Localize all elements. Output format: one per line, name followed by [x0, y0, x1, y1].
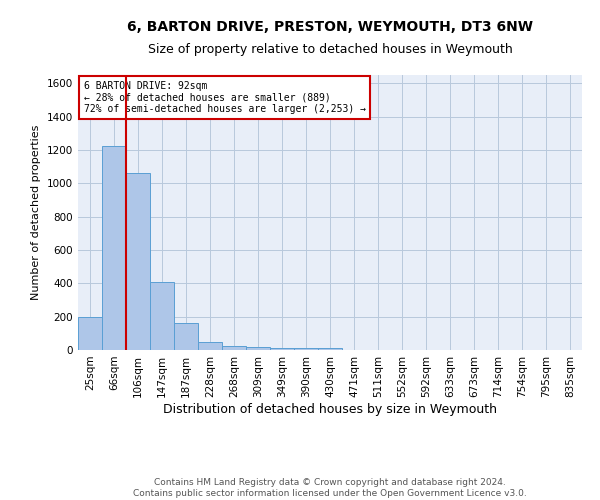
Text: Contains HM Land Registry data © Crown copyright and database right 2024.
Contai: Contains HM Land Registry data © Crown c…	[133, 478, 527, 498]
Bar	[318, 348, 342, 350]
Y-axis label: Number of detached properties: Number of detached properties	[31, 125, 41, 300]
Bar	[294, 348, 318, 350]
Text: Size of property relative to detached houses in Weymouth: Size of property relative to detached ho…	[148, 42, 512, 56]
Bar	[174, 322, 198, 350]
Bar	[222, 346, 246, 350]
Bar	[270, 348, 294, 350]
Bar	[150, 282, 174, 350]
Bar	[126, 172, 150, 350]
Bar	[246, 346, 270, 350]
Text: 6 BARTON DRIVE: 92sqm
← 28% of detached houses are smaller (889)
72% of semi-det: 6 BARTON DRIVE: 92sqm ← 28% of detached …	[83, 80, 365, 114]
Text: 6, BARTON DRIVE, PRESTON, WEYMOUTH, DT3 6NW: 6, BARTON DRIVE, PRESTON, WEYMOUTH, DT3 …	[127, 20, 533, 34]
Bar	[102, 146, 126, 350]
Bar	[78, 316, 102, 350]
Bar	[198, 342, 222, 350]
X-axis label: Distribution of detached houses by size in Weymouth: Distribution of detached houses by size …	[163, 402, 497, 415]
